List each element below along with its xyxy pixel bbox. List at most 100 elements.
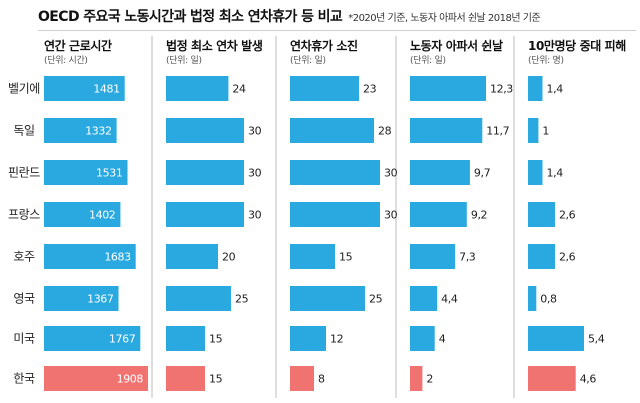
category-label: 프랑스	[8, 208, 40, 222]
data-label: 15	[209, 373, 223, 386]
data-label: 30	[384, 167, 398, 180]
title-row: OECD 주요국 노동시간과 법정 최소 연차휴가 등 비교 *2020년 기준,…	[38, 6, 636, 28]
bar	[290, 160, 380, 185]
panel-title: 연차휴가 소진	[290, 38, 358, 53]
data-label: 0,8	[540, 293, 557, 306]
category-label: 핀란드	[8, 166, 40, 180]
data-label: 1402	[89, 209, 115, 222]
data-label: 1531	[96, 167, 122, 180]
bar	[166, 160, 244, 185]
panel-title: 연간 근로시간	[44, 38, 112, 53]
bar	[410, 160, 470, 185]
bar	[44, 326, 141, 351]
data-label: 12	[330, 333, 343, 346]
bar	[44, 118, 117, 143]
data-label: 7,3	[459, 251, 476, 264]
bar	[44, 202, 121, 227]
data-label: 8	[318, 373, 325, 386]
data-label: 15	[339, 251, 353, 264]
bar	[166, 76, 229, 101]
data-label: 5,4	[588, 333, 605, 346]
panel-title: 노동자 아파서 쉰날	[410, 38, 503, 53]
bar	[166, 202, 244, 227]
bar	[528, 244, 555, 269]
panel-unit: (단위: 일)	[410, 55, 446, 66]
data-label: 1481	[93, 83, 119, 96]
data-label: 23	[363, 83, 377, 96]
bar	[528, 286, 537, 311]
bar	[528, 202, 555, 227]
data-label: 25	[235, 293, 249, 306]
data-label: 9,2	[471, 209, 487, 222]
panel-unit: (단위: 시간)	[44, 55, 88, 66]
bar	[410, 366, 423, 391]
data-label: 4,6	[580, 373, 597, 386]
bar	[290, 326, 326, 351]
bar	[410, 202, 467, 227]
data-label: 11,7	[486, 125, 509, 138]
data-label: 2,6	[559, 209, 576, 222]
bar	[290, 286, 365, 311]
data-label: 2,6	[559, 251, 576, 264]
bar	[528, 118, 539, 143]
bar	[166, 244, 218, 269]
data-label: 25	[369, 293, 383, 306]
panel-unit: (단위: 일)	[166, 55, 202, 66]
category-label: 한국	[13, 372, 35, 386]
data-label: 1908	[117, 373, 144, 386]
bar	[528, 76, 543, 101]
data-label: 1,4	[547, 167, 564, 180]
panel-title: 법정 최소 연차 발생	[166, 38, 263, 53]
data-label: 2	[426, 373, 433, 386]
category-label: 영국	[13, 292, 35, 306]
data-label: 15	[209, 333, 223, 346]
panel-unit: (단위: 일)	[290, 55, 326, 66]
data-label: 1367	[87, 293, 114, 306]
bar	[166, 118, 244, 143]
chart-note: *2020년 기준, 노동자 아파서 쉰날 2018년 기준	[348, 13, 541, 24]
data-label: 9,7	[474, 167, 491, 180]
bar	[44, 286, 119, 311]
data-label: 30	[248, 125, 262, 138]
bar	[166, 286, 231, 311]
category-label: 독일	[13, 124, 34, 138]
data-label: 1332	[85, 125, 111, 138]
category-label: 호주	[13, 250, 35, 264]
bar	[528, 366, 576, 391]
data-label: 4,4	[441, 293, 458, 306]
data-label: 30	[384, 209, 398, 222]
data-label: 1767	[109, 333, 136, 346]
data-label: 20	[222, 251, 236, 264]
bar	[410, 326, 435, 351]
data-label: 1683	[104, 251, 131, 264]
chart-title: OECD 주요국 노동시간과 법정 최소 연차휴가 등 비교	[38, 9, 343, 25]
bar	[44, 76, 125, 101]
panel-title: 10만명당 중대 피해	[528, 38, 626, 53]
bar	[410, 244, 456, 269]
category-label: 미국	[13, 332, 35, 346]
bar	[528, 160, 543, 185]
data-label: 1,4	[547, 83, 564, 96]
bar	[44, 160, 128, 185]
bar	[166, 366, 205, 391]
bar	[290, 118, 374, 143]
data-label: 4	[439, 333, 446, 346]
bar	[290, 76, 359, 101]
bar	[44, 366, 148, 391]
bar	[410, 118, 483, 143]
bar	[410, 76, 486, 101]
data-label: 1	[542, 125, 549, 138]
data-label: 24	[232, 83, 246, 96]
bar	[290, 244, 335, 269]
bar	[166, 326, 205, 351]
bar	[290, 366, 314, 391]
title-rule	[38, 30, 636, 31]
bar	[290, 202, 380, 227]
data-label: 12,3	[490, 83, 513, 96]
bar	[410, 286, 438, 311]
bar	[528, 326, 584, 351]
panel-unit: (단위: 명)	[528, 55, 564, 66]
data-label: 30	[248, 167, 262, 180]
bar	[44, 244, 136, 269]
